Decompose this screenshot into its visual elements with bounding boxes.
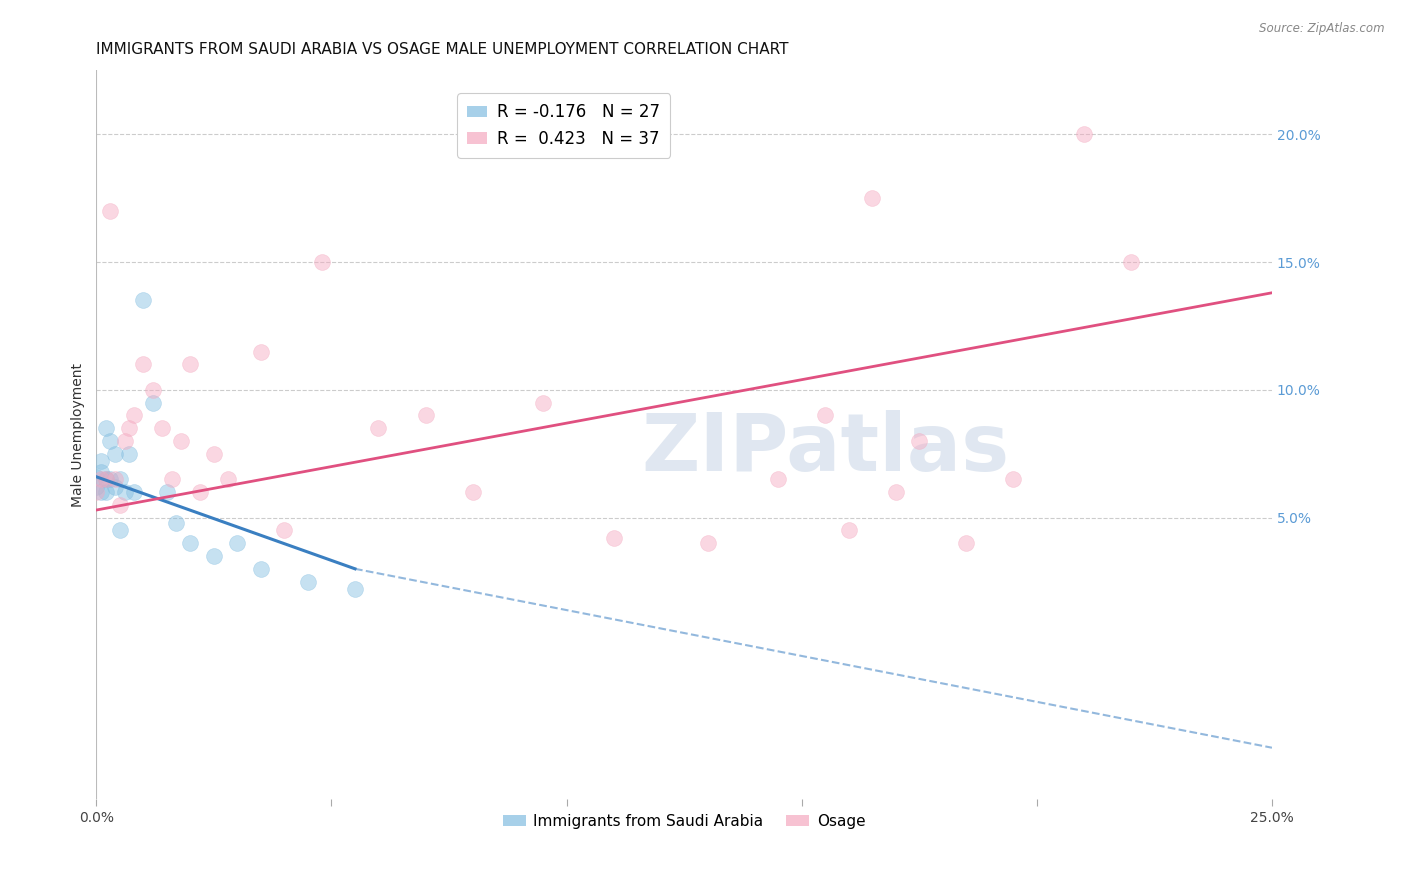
Point <box>188 485 211 500</box>
Point <box>461 485 484 500</box>
Point <box>1073 128 1095 142</box>
Point <box>132 293 155 308</box>
Point <box>104 472 127 486</box>
Text: IMMIGRANTS FROM SAUDI ARABIA VS OSAGE MALE UNEMPLOYMENT CORRELATION CHART: IMMIGRANTS FROM SAUDI ARABIA VS OSAGE MA… <box>97 42 789 57</box>
Point <box>297 574 319 589</box>
Point <box>415 409 437 423</box>
Point <box>311 255 333 269</box>
Point <box>273 524 295 538</box>
Point <box>860 191 883 205</box>
Point <box>250 562 273 576</box>
Point <box>122 485 145 500</box>
Legend: Immigrants from Saudi Arabia, Osage: Immigrants from Saudi Arabia, Osage <box>496 807 872 835</box>
Point <box>1119 255 1142 269</box>
Text: Source: ZipAtlas.com: Source: ZipAtlas.com <box>1260 22 1385 36</box>
Point <box>108 472 131 486</box>
Point <box>142 383 165 397</box>
Point <box>179 536 201 550</box>
Point <box>226 536 249 550</box>
Point <box>156 485 179 500</box>
Point <box>114 434 136 448</box>
Point <box>884 485 907 500</box>
Point <box>100 472 122 486</box>
Point <box>94 472 117 486</box>
Point <box>250 344 273 359</box>
Point <box>150 421 173 435</box>
Point <box>531 395 554 409</box>
Point <box>94 472 117 486</box>
Point <box>108 498 131 512</box>
Point <box>94 421 117 435</box>
Point <box>343 582 366 597</box>
Point <box>202 549 225 563</box>
Point <box>142 395 165 409</box>
Point <box>202 447 225 461</box>
Point <box>118 447 141 461</box>
Point <box>100 204 122 219</box>
Point <box>86 470 108 484</box>
Point <box>90 485 112 500</box>
Point <box>104 480 127 494</box>
Point <box>1002 472 1025 486</box>
Point <box>602 531 624 545</box>
Point <box>766 472 789 486</box>
Point <box>90 465 112 479</box>
Point <box>217 472 239 486</box>
Point <box>114 485 136 500</box>
Point <box>122 409 145 423</box>
Point <box>86 480 108 494</box>
Point <box>170 434 193 448</box>
Point <box>838 524 860 538</box>
Point <box>696 536 718 550</box>
Point <box>955 536 977 550</box>
Text: ZIPatlas: ZIPatlas <box>641 410 1010 488</box>
Point <box>104 447 127 461</box>
Point <box>165 516 187 530</box>
Point <box>90 454 112 468</box>
Point <box>118 421 141 435</box>
Point <box>86 485 108 500</box>
Point <box>100 434 122 448</box>
Point <box>108 524 131 538</box>
Point <box>94 485 117 500</box>
Point <box>90 472 112 486</box>
Y-axis label: Male Unemployment: Male Unemployment <box>72 363 86 507</box>
Point <box>367 421 389 435</box>
Point <box>908 434 931 448</box>
Point <box>179 357 201 371</box>
Point <box>132 357 155 371</box>
Point <box>160 472 183 486</box>
Point <box>814 409 837 423</box>
